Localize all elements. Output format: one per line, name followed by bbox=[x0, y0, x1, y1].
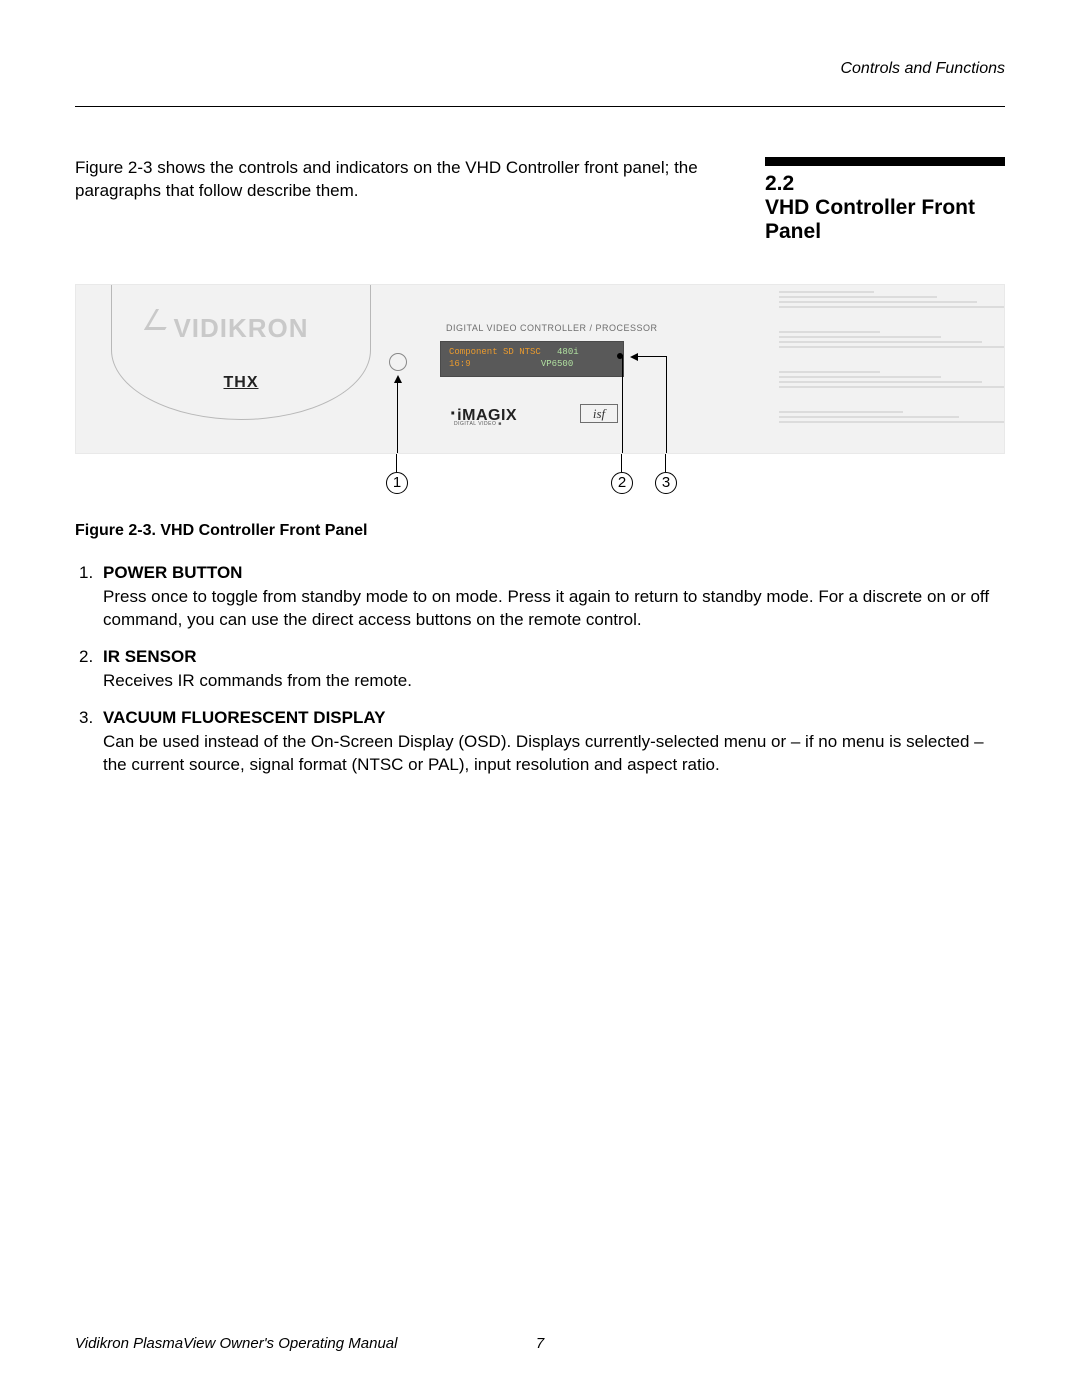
section-heading: 2.2 VHD Controller Front Panel bbox=[765, 157, 1005, 244]
header-right: Controls and Functions bbox=[75, 60, 1005, 78]
item-body: Press once to toggle from standby mode t… bbox=[103, 586, 1005, 632]
list-item: 3. VACUUM FLUORESCENT DISPLAY Can be use… bbox=[103, 707, 1005, 777]
section-title: VHD Controller Front Panel bbox=[765, 196, 1005, 244]
brand-badge: VIDIKRON THX bbox=[111, 285, 371, 420]
item-number: 3. bbox=[79, 707, 93, 730]
callout-arrow bbox=[637, 356, 667, 357]
callout-arrow bbox=[621, 454, 622, 472]
figure: VIDIKRON THX DIGITAL VIDEO CONTROLLER / … bbox=[75, 284, 1005, 504]
page: Controls and Functions Figure 2-3 shows … bbox=[0, 0, 1080, 1397]
section-number: 2.2 bbox=[765, 172, 1005, 196]
imagix-subtext: DIGITAL VIDEO ■ bbox=[454, 421, 502, 427]
item-title: VACUUM FLUORESCENT DISPLAY bbox=[103, 708, 385, 727]
intro-row: Figure 2-3 shows the controls and indica… bbox=[75, 157, 1005, 244]
item-list: 1. POWER BUTTON Press once to toggle fro… bbox=[75, 562, 1005, 777]
item-body: Can be used instead of the On-Screen Dis… bbox=[103, 731, 1005, 777]
callout-row: 1 2 3 bbox=[75, 454, 1005, 504]
callout-circle-1: 1 bbox=[386, 472, 408, 494]
list-item: 2. IR SENSOR Receives IR commands from t… bbox=[103, 646, 1005, 693]
callout-arrow bbox=[666, 356, 667, 454]
device-panel: VIDIKRON THX DIGITAL VIDEO CONTROLLER / … bbox=[75, 284, 1005, 454]
callout-arrow bbox=[665, 454, 666, 472]
callout-arrow bbox=[397, 382, 398, 454]
top-rule bbox=[75, 106, 1005, 107]
item-title: POWER BUTTON bbox=[103, 563, 242, 582]
figure-caption: Figure 2-3. VHD Controller Front Panel bbox=[75, 522, 1005, 540]
footer-title: Vidikron PlasmaView Owner's Operating Ma… bbox=[75, 1335, 397, 1352]
callout-arrow bbox=[396, 454, 397, 472]
page-footer: Vidikron PlasmaView Owner's Operating Ma… bbox=[75, 1335, 1005, 1352]
vent-lines bbox=[779, 285, 1004, 454]
intro-text: Figure 2-3 shows the controls and indica… bbox=[75, 157, 725, 244]
item-title: IR SENSOR bbox=[103, 647, 197, 666]
callout-arrow bbox=[622, 355, 623, 454]
section-bar bbox=[765, 157, 1005, 166]
display-line1-left: Component SD NTSC bbox=[449, 347, 541, 357]
power-button-graphic bbox=[389, 353, 407, 371]
thx-logo: THX bbox=[112, 374, 370, 392]
display-line2-left: 16:9 bbox=[449, 359, 471, 369]
isf-logo: isf bbox=[580, 404, 618, 423]
display-line2-right: VP6500 bbox=[541, 359, 573, 369]
device-label: DIGITAL VIDEO CONTROLLER / PROCESSOR bbox=[446, 323, 658, 333]
callout-circle-3: 3 bbox=[655, 472, 677, 494]
footer-page-number: 7 bbox=[536, 1335, 544, 1352]
callout-circle-2: 2 bbox=[611, 472, 633, 494]
item-number: 2. bbox=[79, 646, 93, 669]
item-number: 1. bbox=[79, 562, 93, 585]
display-line1-right: 480i bbox=[557, 347, 579, 357]
vfd-display: Component SD NTSC 480i 16:9 VP6500 bbox=[440, 341, 624, 377]
list-item: 1. POWER BUTTON Press once to toggle fro… bbox=[103, 562, 1005, 632]
brand-logo: VIDIKRON bbox=[112, 313, 370, 344]
item-body: Receives IR commands from the remote. bbox=[103, 670, 1005, 693]
